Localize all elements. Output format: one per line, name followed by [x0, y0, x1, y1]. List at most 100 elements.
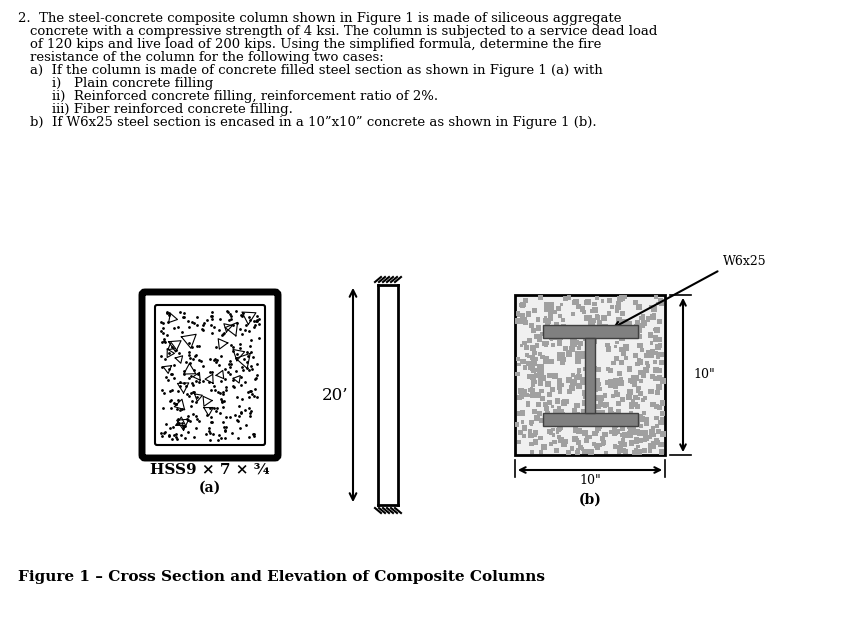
- Point: [600, 447, 613, 458]
- Point: [205, 328, 219, 338]
- Point: [525, 363, 539, 374]
- Point: [525, 430, 538, 440]
- Point: [183, 372, 196, 383]
- Point: [623, 428, 637, 438]
- Point: [555, 435, 568, 445]
- Point: [634, 388, 647, 399]
- Point: [643, 432, 657, 442]
- Point: [608, 332, 621, 342]
- Point: [653, 403, 666, 413]
- Point: [626, 427, 639, 437]
- Point: [633, 340, 647, 351]
- Point: [593, 401, 606, 412]
- Point: [180, 388, 194, 399]
- Point: [234, 407, 248, 417]
- Point: [602, 308, 616, 319]
- Point: [607, 417, 621, 427]
- Point: [556, 380, 569, 390]
- Bar: [542, 413, 637, 426]
- Point: [655, 447, 669, 457]
- Point: [615, 319, 628, 329]
- Point: [233, 324, 247, 334]
- Point: [183, 350, 196, 360]
- Point: [553, 311, 567, 321]
- Point: [650, 325, 663, 335]
- Point: [591, 379, 605, 389]
- Point: [543, 426, 557, 436]
- Point: [626, 400, 640, 410]
- Point: [231, 318, 244, 328]
- Point: [554, 435, 568, 445]
- Point: [242, 326, 256, 337]
- Point: [593, 318, 606, 328]
- Point: [235, 311, 248, 321]
- Point: [590, 311, 604, 321]
- Point: [622, 329, 636, 339]
- Point: [549, 329, 562, 340]
- Point: [221, 306, 234, 317]
- Point: [212, 360, 226, 370]
- Point: [565, 444, 578, 454]
- Point: [221, 306, 234, 317]
- Point: [589, 324, 603, 335]
- Point: [600, 322, 613, 332]
- Point: [183, 337, 196, 347]
- Point: [203, 367, 216, 377]
- Point: [536, 352, 549, 362]
- Point: [193, 340, 206, 351]
- Point: [534, 292, 547, 303]
- Point: [528, 348, 541, 358]
- Point: [578, 334, 591, 344]
- Point: [570, 412, 584, 422]
- Point: [204, 403, 217, 413]
- Point: [595, 433, 609, 444]
- Point: [533, 331, 546, 342]
- Point: [547, 324, 561, 335]
- Point: [612, 315, 626, 325]
- Point: [600, 377, 614, 387]
- Point: [644, 302, 658, 312]
- Point: [522, 390, 536, 401]
- Point: [582, 396, 595, 406]
- Point: [603, 296, 616, 306]
- Point: [640, 418, 653, 428]
- Point: [200, 315, 213, 325]
- Point: [239, 420, 253, 431]
- Point: [574, 338, 588, 349]
- Point: [532, 362, 546, 372]
- Point: [636, 395, 649, 406]
- Point: [203, 426, 216, 436]
- Point: [242, 408, 256, 418]
- Point: [630, 427, 643, 437]
- Point: [534, 433, 547, 443]
- Point: [544, 313, 557, 323]
- Point: [518, 338, 531, 348]
- Point: [579, 376, 593, 387]
- Point: [188, 387, 201, 397]
- Point: [656, 376, 669, 386]
- Point: [624, 398, 637, 408]
- Point: [206, 428, 220, 438]
- Point: [600, 340, 614, 350]
- Point: [656, 397, 669, 408]
- Point: [537, 442, 551, 453]
- Point: [559, 344, 573, 354]
- Point: [578, 398, 592, 408]
- Point: [586, 390, 600, 400]
- Point: [632, 302, 646, 312]
- Point: [655, 299, 669, 309]
- Point: [631, 359, 644, 369]
- Point: [233, 338, 247, 349]
- Point: [600, 413, 613, 424]
- Point: [545, 333, 558, 344]
- Point: [616, 438, 629, 449]
- Point: [519, 363, 532, 373]
- Point: [644, 350, 658, 360]
- Point: [549, 406, 562, 416]
- Point: [533, 335, 546, 345]
- Point: [560, 397, 573, 407]
- Point: [166, 369, 179, 379]
- Point: [250, 392, 264, 403]
- Point: [647, 312, 660, 322]
- Point: [655, 413, 669, 424]
